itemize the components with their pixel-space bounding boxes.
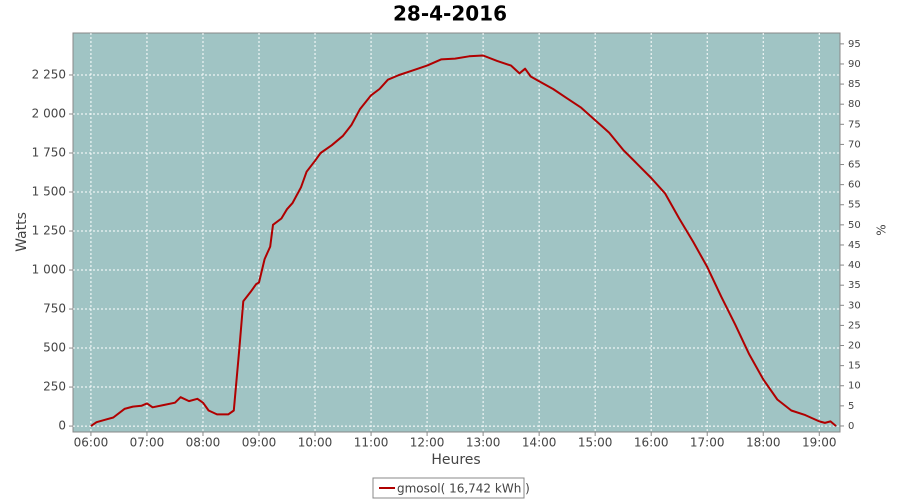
y-tick-label: 750	[43, 302, 66, 316]
y2-tick-label: 65	[848, 160, 861, 171]
x-axis-label: Heures	[431, 452, 480, 468]
y-tick-label: 1 750	[32, 145, 66, 159]
y2-tick-label: 55	[848, 200, 861, 211]
y-tick-label: 250	[43, 380, 66, 394]
x-tick-label: 09:00	[242, 436, 277, 450]
x-tick-label: 16:00	[634, 436, 669, 450]
y2-tick-label: 30	[848, 300, 861, 311]
y2-tick-label: 5	[848, 401, 854, 412]
y-tick-label: 1 500	[32, 185, 66, 199]
y2-tick-label: 40	[848, 260, 861, 271]
y2-tick-label: 70	[848, 139, 861, 150]
y2-tick-label: 25	[848, 320, 861, 331]
y2-tick-label: 45	[848, 240, 861, 251]
y2-axis-label: %	[875, 224, 889, 235]
y-tick-label: 1 250	[32, 224, 66, 238]
y2-tick-label: 35	[848, 280, 861, 291]
x-tick-label: 11:00	[354, 436, 389, 450]
y2-tick-label: 15	[848, 361, 861, 372]
y2-tick-label: 10	[848, 381, 861, 392]
y2-tick-label: 20	[848, 341, 861, 352]
y-axis-label: Watts	[14, 212, 30, 252]
legend-box	[372, 477, 525, 499]
legend-label: gmosol( 16,742 kWh )	[397, 482, 530, 496]
y2-tick-label: 60	[848, 180, 861, 191]
y-tick-label: 1 000	[32, 263, 66, 277]
x-tick-label: 19:00	[802, 436, 837, 450]
y-tick-label: 500	[43, 341, 66, 355]
x-tick-label: 13:00	[466, 436, 501, 450]
y2-tick-label: 75	[848, 119, 861, 130]
x-tick-label: 06:00	[74, 436, 109, 450]
x-tick-label: 10:00	[298, 436, 333, 450]
plot-area	[72, 32, 841, 433]
y2-tick-label: 0	[848, 421, 854, 432]
y-tick-label: 0	[58, 419, 66, 433]
y2-tick-label: 50	[848, 220, 861, 231]
x-tick-label: 18:00	[746, 436, 781, 450]
x-tick-label: 07:00	[130, 436, 165, 450]
y-tick-label: 2 250	[32, 67, 66, 81]
chart-title: 28-4-2016	[393, 2, 507, 26]
x-tick-label: 15:00	[578, 436, 613, 450]
y2-tick-label: 80	[848, 99, 861, 110]
x-tick-label: 08:00	[186, 436, 221, 450]
y-tick-label: 2 000	[32, 106, 66, 120]
y2-tick-label: 95	[848, 39, 861, 50]
y2-tick-label: 85	[848, 79, 861, 90]
x-tick-label: 12:00	[410, 436, 445, 450]
x-tick-label: 17:00	[690, 436, 725, 450]
y2-tick-label: 90	[848, 59, 861, 70]
x-tick-label: 14:00	[522, 436, 557, 450]
data-line	[90, 54, 837, 427]
